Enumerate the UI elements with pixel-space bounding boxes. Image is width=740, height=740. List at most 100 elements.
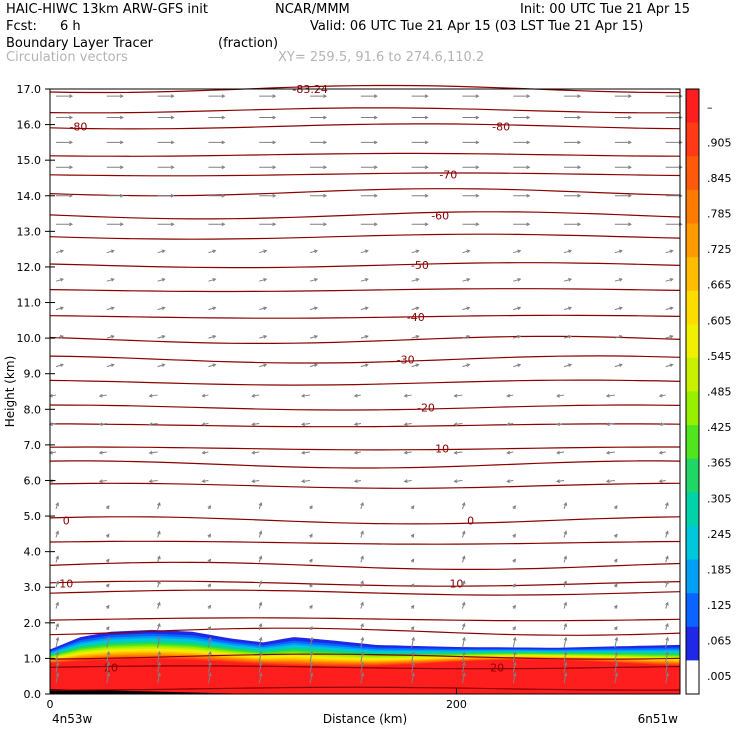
wind-vector-head bbox=[272, 94, 277, 98]
wind-vector bbox=[258, 502, 262, 510]
wind-vector-head bbox=[360, 672, 365, 677]
y-tick-label: 3.0 bbox=[24, 581, 42, 594]
wind-vector-head bbox=[157, 530, 161, 535]
wind-vector bbox=[461, 623, 465, 631]
wind-vector bbox=[55, 364, 64, 368]
colorbar-swatch bbox=[686, 324, 699, 359]
wind-vector bbox=[360, 651, 364, 663]
wind-vector bbox=[563, 623, 567, 631]
wind-vector bbox=[606, 479, 615, 482]
wind-vector bbox=[106, 250, 114, 254]
wind-vector bbox=[157, 364, 165, 368]
wind-vector-head bbox=[212, 306, 217, 311]
wind-vector bbox=[563, 278, 572, 282]
wind-vector-head bbox=[475, 94, 480, 98]
wind-vector bbox=[461, 556, 465, 563]
wind-vector bbox=[563, 250, 572, 254]
isotherm-label: 20 bbox=[104, 661, 118, 674]
wind-vector bbox=[461, 531, 465, 538]
wind-vector-head bbox=[614, 650, 619, 655]
wind-vector-head bbox=[55, 650, 60, 655]
valid-time: Valid: 06 UTC Tue 21 Apr 15 (03 LST Tue … bbox=[310, 19, 644, 34]
wind-vector-head bbox=[98, 422, 103, 427]
wind-vector-head bbox=[618, 363, 623, 368]
isotherm-line bbox=[49, 211, 681, 220]
wind-vector-head bbox=[517, 363, 522, 368]
isotherm-line bbox=[49, 561, 681, 571]
x-tick-label: 200 bbox=[446, 698, 467, 711]
wind-vector-head bbox=[526, 94, 531, 98]
wind-vector-head bbox=[506, 393, 511, 398]
wind-vector-head bbox=[157, 555, 161, 560]
wind-vector bbox=[301, 451, 311, 454]
wind-vector-head bbox=[424, 140, 429, 145]
wind-vector bbox=[258, 637, 262, 648]
wind-vector-head bbox=[59, 363, 65, 368]
wind-vector-head bbox=[605, 422, 610, 427]
wind-vector bbox=[259, 278, 267, 282]
wind-vector-head bbox=[212, 278, 217, 282]
wind-vector-head bbox=[627, 222, 632, 227]
wind-vector-head bbox=[512, 583, 516, 588]
wind-vector-head bbox=[119, 140, 124, 145]
wind-vector bbox=[665, 335, 673, 339]
wind-vector-head bbox=[462, 650, 466, 655]
colorbar-label: .425 bbox=[707, 421, 732, 434]
wind-vector-head bbox=[353, 393, 358, 398]
wind-vector-head bbox=[157, 601, 161, 606]
wind-vector bbox=[208, 335, 216, 339]
wind-vector-head bbox=[251, 479, 256, 483]
wind-vector bbox=[411, 662, 415, 673]
wind-vector bbox=[252, 394, 260, 397]
wind-vector bbox=[157, 502, 161, 510]
wind-vector-head bbox=[157, 622, 161, 627]
x-axis-title: Distance (km) bbox=[323, 712, 407, 726]
wind-vector-head bbox=[212, 334, 217, 339]
wind-vector bbox=[563, 602, 567, 609]
wind-vector-head bbox=[105, 604, 110, 609]
y-tick-label: 2.0 bbox=[24, 617, 42, 630]
y-tick-label: 14.0 bbox=[17, 190, 42, 203]
wind-vector bbox=[411, 651, 415, 663]
wind-vector-head bbox=[512, 672, 517, 677]
wind-vector-head bbox=[556, 479, 561, 483]
wind-vector-head bbox=[207, 533, 211, 538]
wind-vector-head bbox=[605, 393, 610, 398]
wind-vector bbox=[149, 479, 158, 482]
wind-vector bbox=[309, 335, 318, 339]
wind-vector bbox=[665, 651, 669, 663]
wind-vector-head bbox=[309, 672, 314, 677]
wind-vector bbox=[360, 637, 364, 648]
wind-vector bbox=[252, 451, 260, 454]
wind-vector-head bbox=[613, 583, 618, 588]
isotherm-label: -80 bbox=[492, 120, 510, 133]
wind-vector bbox=[360, 556, 364, 563]
wind-vector bbox=[259, 307, 267, 311]
wind-vector bbox=[513, 278, 521, 282]
wind-vector-head bbox=[69, 115, 74, 120]
wind-vector bbox=[512, 651, 516, 663]
wind-vector-head bbox=[461, 530, 466, 535]
wind-vector-head bbox=[323, 115, 328, 120]
wind-vector-head bbox=[556, 422, 561, 427]
wind-vector-head bbox=[605, 450, 610, 455]
isotherm-label: -40 bbox=[407, 311, 425, 324]
wind-vector-head bbox=[453, 422, 458, 427]
wind-vector-head bbox=[563, 650, 568, 655]
wind-vector-head bbox=[272, 165, 277, 170]
wind-vector-head bbox=[148, 450, 153, 455]
wind-vector-head bbox=[323, 165, 328, 170]
wind-vector bbox=[309, 662, 313, 673]
wind-vector-head bbox=[161, 278, 166, 282]
colorbar-label: .125 bbox=[707, 599, 732, 612]
wind-vector-head bbox=[360, 650, 365, 655]
wind-vector-head bbox=[364, 334, 369, 339]
wind-vector bbox=[360, 278, 368, 282]
wind-vector-head bbox=[360, 530, 364, 535]
wind-vector-head bbox=[568, 334, 573, 339]
wind-vector-head bbox=[148, 422, 153, 427]
wind-vector bbox=[563, 531, 567, 538]
wind-vector-head bbox=[221, 115, 226, 120]
wind-vector-head bbox=[251, 393, 256, 398]
colorbar-label: .005 bbox=[707, 670, 732, 683]
